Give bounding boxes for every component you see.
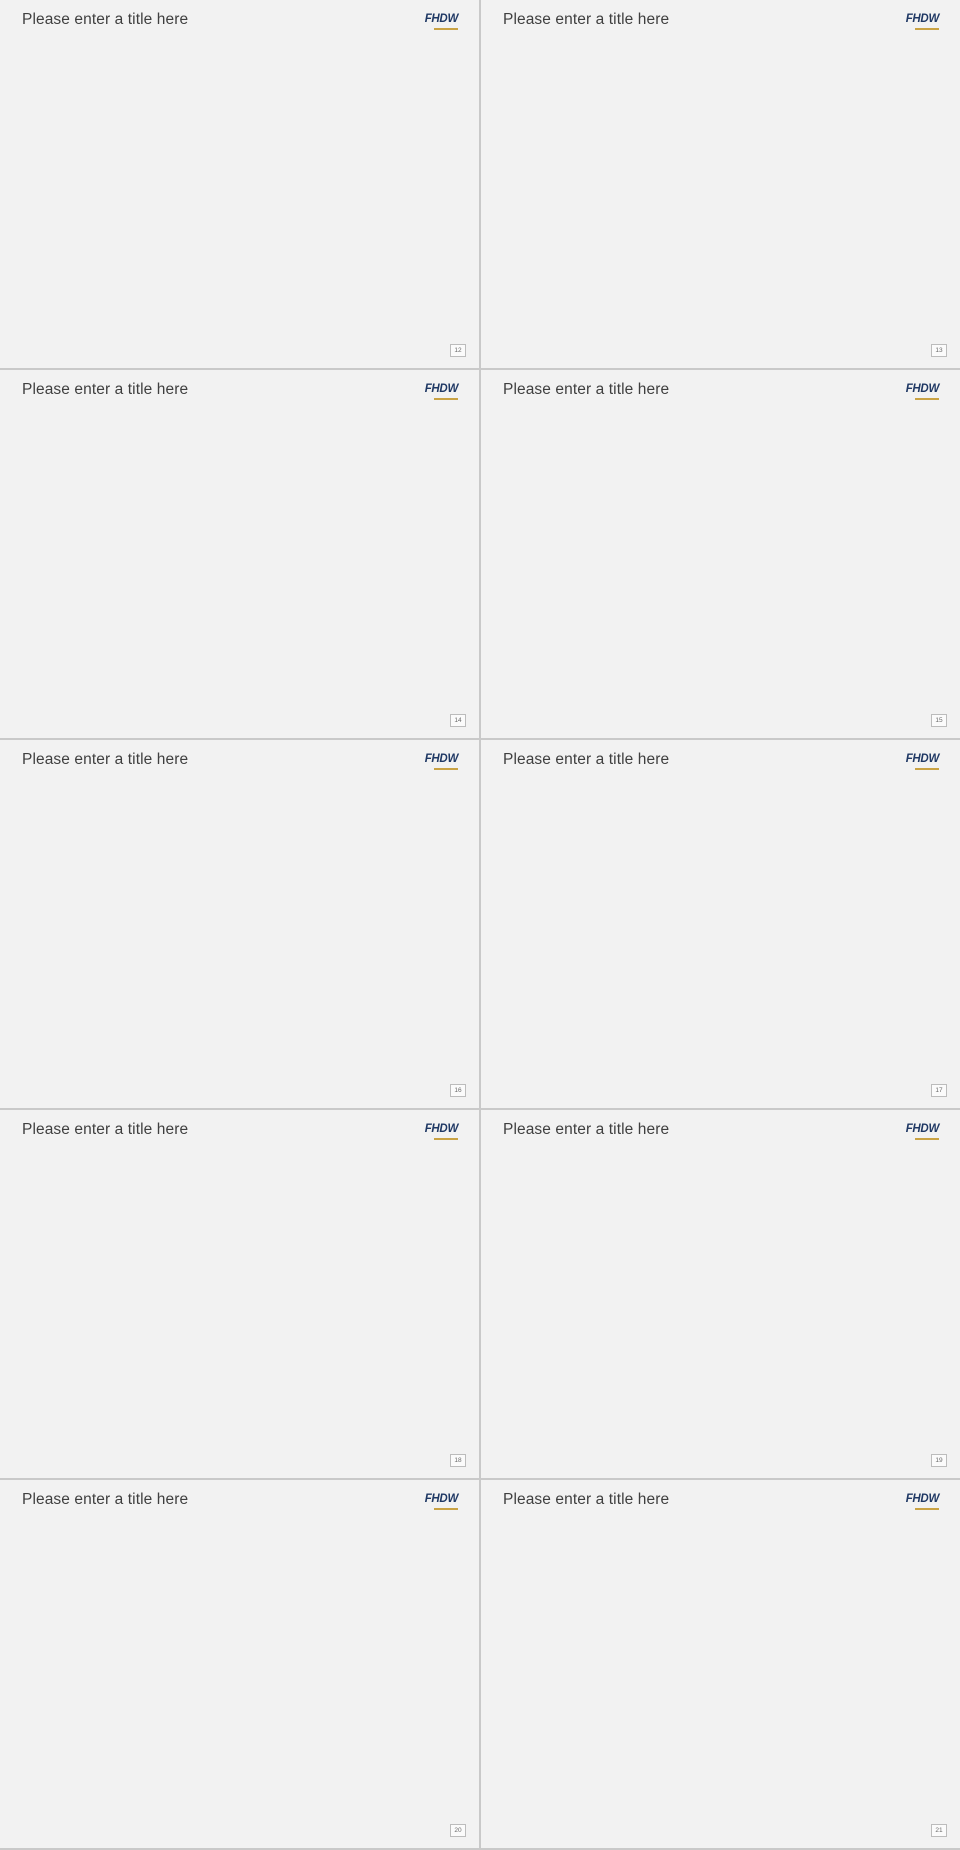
slide-title: Please enter a title here bbox=[503, 381, 670, 398]
page-number: 20 bbox=[450, 1824, 466, 1837]
fhdw-logo-text: FHDW bbox=[905, 13, 940, 25]
fhdw-logo: FHDW bbox=[906, 1490, 939, 1510]
fhdw-logo-bar bbox=[915, 1138, 939, 1140]
fhdw-logo: FHDW bbox=[906, 750, 939, 770]
fhdw-logo-bar bbox=[915, 1508, 939, 1510]
page-number: 14 bbox=[450, 714, 466, 727]
fhdw-logo: FHDW bbox=[906, 10, 939, 30]
slide-18[interactable]: Please enter a title here FHDW 18 bbox=[0, 1110, 479, 1478]
slide-title: Please enter a title here bbox=[503, 11, 670, 28]
fhdw-logo: FHDW bbox=[425, 10, 458, 30]
fhdw-logo: FHDW bbox=[425, 750, 458, 770]
fhdw-logo-bar bbox=[434, 28, 458, 30]
slide-title: Please enter a title here bbox=[503, 751, 670, 768]
caption-layer bbox=[0, 740, 479, 1108]
page-number: 17 bbox=[931, 1084, 947, 1097]
fhdw-logo-bar bbox=[915, 768, 939, 770]
fhdw-logo-text: FHDW bbox=[905, 753, 940, 765]
fhdw-logo-bar bbox=[434, 1138, 458, 1140]
page-number: 18 bbox=[450, 1454, 466, 1467]
slide-20[interactable]: Please enter a title here FHDW 20 bbox=[0, 1480, 479, 1848]
caption-layer bbox=[481, 370, 960, 738]
fhdw-logo-text: FHDW bbox=[905, 1493, 940, 1505]
fhdw-logo: FHDW bbox=[906, 380, 939, 400]
fhdw-logo-bar bbox=[434, 768, 458, 770]
fhdw-logo-bar bbox=[434, 398, 458, 400]
slide-title: Please enter a title here bbox=[503, 1121, 670, 1138]
fhdw-logo-bar bbox=[915, 398, 939, 400]
page-number: 15 bbox=[931, 714, 947, 727]
slide-17[interactable]: Please enter a title here FHDW 17 bbox=[481, 740, 960, 1108]
slide-12[interactable]: Please enter a title here FHDW 12 bbox=[0, 0, 479, 368]
slide-title: Please enter a title here bbox=[22, 381, 189, 398]
fhdw-logo-text: FHDW bbox=[424, 13, 459, 25]
slide-15[interactable]: Please enter a title here FHDW 15 bbox=[481, 370, 960, 738]
fhdw-logo-text: FHDW bbox=[424, 1123, 459, 1135]
caption-layer bbox=[0, 0, 479, 368]
slide-title: Please enter a title here bbox=[22, 1121, 189, 1138]
fhdw-logo-bar bbox=[915, 28, 939, 30]
slide-title: Please enter a title here bbox=[22, 751, 189, 768]
caption-layer bbox=[481, 1110, 960, 1478]
fhdw-logo-bar bbox=[434, 1508, 458, 1510]
page-number: 16 bbox=[450, 1084, 466, 1097]
caption-layer bbox=[0, 370, 479, 738]
slide-title: Please enter a title here bbox=[22, 11, 189, 28]
page-number: 19 bbox=[931, 1454, 947, 1467]
slide-21[interactable]: Please enter a title here FHDW 21 bbox=[481, 1480, 960, 1848]
fhdw-logo-text: FHDW bbox=[905, 1123, 940, 1135]
slide-13[interactable]: Please enter a title here FHDW 13 bbox=[481, 0, 960, 368]
caption-layer bbox=[481, 740, 960, 1108]
caption-layer bbox=[481, 0, 960, 368]
fhdw-logo: FHDW bbox=[425, 1490, 458, 1510]
fhdw-logo-text: FHDW bbox=[424, 383, 459, 395]
fhdw-logo: FHDW bbox=[425, 1120, 458, 1140]
fhdw-logo: FHDW bbox=[425, 380, 458, 400]
caption-layer bbox=[481, 1480, 960, 1848]
page-number: 12 bbox=[450, 344, 466, 357]
fhdw-logo-text: FHDW bbox=[424, 753, 459, 765]
caption-layer bbox=[0, 1480, 479, 1848]
page-number: 21 bbox=[931, 1824, 947, 1837]
page-number: 13 bbox=[931, 344, 947, 357]
slide-title: Please enter a title here bbox=[22, 1491, 189, 1508]
slide-16[interactable]: Please enter a title here FHDW 16 bbox=[0, 740, 479, 1108]
slide-14[interactable]: Please enter a title here FHDW 14 bbox=[0, 370, 479, 738]
slide-19[interactable]: Please enter a title here FHDW 19 bbox=[481, 1110, 960, 1478]
fhdw-logo-text: FHDW bbox=[905, 383, 940, 395]
caption-layer bbox=[0, 1110, 479, 1478]
slide-title: Please enter a title here bbox=[503, 1491, 670, 1508]
fhdw-logo-text: FHDW bbox=[424, 1493, 459, 1505]
fhdw-logo: FHDW bbox=[906, 1120, 939, 1140]
